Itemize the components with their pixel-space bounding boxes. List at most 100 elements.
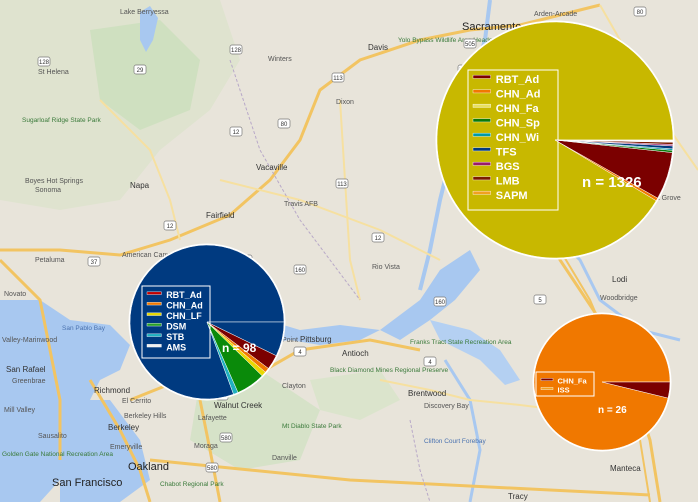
legend-label: CHN_Ad [166,301,203,311]
route-shield: 4 [293,346,307,357]
county-line [229,59,361,301]
label-walnut-creek: Walnut Creek [214,401,263,410]
legend-swatch [472,103,491,108]
legend-label: CHN_Fa [558,377,588,386]
route-shield: 128 [229,44,243,55]
label-sacramento: Sacramento [462,21,521,33]
route-shield: 128 [37,56,51,67]
park-area [90,20,200,130]
pie-count-label: n = 1326 [582,174,642,191]
pie-count-label: n = 26 [598,405,627,416]
label-novato: Novato [4,291,26,298]
route-shield-label: 580 [207,466,218,472]
label-san-francisco: San Francisco [52,477,122,489]
label-sonoma: Sonoma [35,187,61,194]
label-richmond: Richmond [94,386,130,395]
label-napa: Napa [130,181,150,190]
route-shield-label: 4 [428,360,432,366]
pie-count-label: n = 98 [222,341,257,355]
label-san-pablo-bay: San Pablo Bay [62,325,106,332]
legend-label: STB [166,332,185,342]
label-brentwood: Brentwood [408,389,446,398]
label-oakland: Oakland [128,461,169,473]
label-el-cerrito: El Cerrito [122,398,151,405]
label-antioch: Antioch [342,349,369,358]
route-shield: 160 [433,296,447,307]
river-south [443,359,482,502]
route-shield-label: 128 [231,48,242,54]
route-shield-label: 29 [137,68,144,74]
legend-label: ISS [558,386,570,395]
legend-swatch [146,333,162,337]
pie-legend: RBT_Ad CHN_Ad CHN_Fa CHN_Sp CHN_Wi TFS BGS LMB S… [467,69,559,211]
legend-swatch [146,323,162,327]
delta-water-2 [430,320,520,385]
route-shield-label: 580 [221,436,232,442]
route-shield-label: 128 [39,60,50,66]
highway-580 [149,458,651,497]
label-clayton: Clayton [282,383,306,390]
route-shield-label: 5 [538,298,542,304]
pie-sacramento[interactable]: RBT_Ad CHN_Ad CHN_Fa CHN_Sp CHN_Wi TFS BGS LMB S… [435,20,675,260]
legend-swatch [472,89,491,94]
route-shield: 12 [371,232,385,243]
map-labels: Lake Berryessa Sacramento Arden-Arcade D… [2,9,681,501]
route-shield-label: 12 [233,130,240,136]
legend-label: RBT_Ad [496,74,539,86]
pie-charts[interactable]: RBT_AdCHN_AdCHN_FaCHN_SpCHN_WiTFSBGSLMBS… [128,20,675,452]
route-shield-label: 80 [281,122,288,128]
legend-swatch [472,190,491,195]
label-st-helena: St Helena [38,69,69,76]
label-golden-gate: Golden Gate National Recreation Area [2,451,113,458]
label-berkeley: Berkeley [108,423,139,432]
legend-swatch [146,291,162,295]
legend-label: BGS [496,161,520,173]
legend-label: LMB [496,175,520,187]
route-shield: 80 [633,6,647,17]
label-point: Point [282,337,298,344]
park-area-black-diamond [310,370,400,420]
label-pittsburg: Pittsburg [300,335,332,344]
label-discovery-bay: Discovery Bay [424,403,469,410]
legend-frame [141,285,211,359]
route-shield: 5 [533,294,547,305]
label-danville: Danville [272,455,297,462]
label-mill-valley: Mill Valley [4,407,35,414]
label-lafayette: Lafayette [198,415,227,422]
route-shield-label: 160 [435,300,446,306]
county-line-2 [409,419,431,502]
pie-slice-sapm[interactable] [554,139,674,143]
legend-swatch [472,132,491,137]
delta-water [380,250,480,340]
label-yolo: Yolo Bypass Wildlife Area Headquarters [398,37,513,44]
route-shield-label: 160 [295,268,306,274]
label-petaluma: Petaluma [35,257,65,264]
label-american-canyon: American Canyon [122,252,178,259]
route-shield: 12 [163,220,177,231]
route-shield-label: 12 [375,236,382,242]
legend-label: RBT_Ad [166,290,202,300]
label-fairfield: Fairfield [206,211,234,220]
label-mt-diablo: Mt Diablo State Park [282,423,342,430]
label-vacaville: Vacaville [256,163,288,172]
legend-swatch [472,176,491,181]
pie-slice-iss[interactable] [601,381,671,399]
route-shield-label: 113 [333,76,343,82]
label-arden-arcade: Arden-Arcade [534,11,577,18]
legend-label: SAPM [496,190,528,202]
label-emeryville: Emeryville [110,444,142,451]
legend-label: CHN_Sp [496,117,540,129]
label-sugarloaf: Sugarloaf Ridge State Park [22,117,102,124]
label-franks-tract: Franks Tract State Recreation Area [410,339,512,346]
legend-swatch [472,74,491,79]
route-shield: 29 [133,64,147,75]
legend-swatch [540,378,554,381]
pie-slice-other[interactable] [206,321,285,356]
route-shield: 37 [87,256,101,267]
route-shield: 580 [205,462,219,473]
